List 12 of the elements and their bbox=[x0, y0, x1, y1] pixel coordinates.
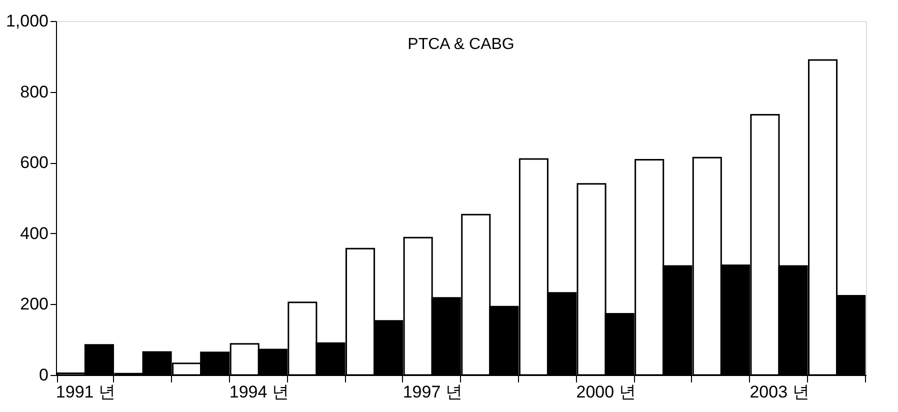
y-tick-label: 0 bbox=[39, 366, 48, 384]
x-tick-label: 2003 년 bbox=[750, 382, 810, 402]
y-tick-label: 200 bbox=[20, 294, 48, 314]
y-tick-label: 1,000 bbox=[6, 12, 48, 30]
x-tick-label: 1997 년 bbox=[402, 382, 462, 402]
text: PTCA & CABG bbox=[408, 36, 514, 53]
x-tick-label: 2000 년 bbox=[576, 382, 636, 402]
x-tick-label: 1994 년 bbox=[229, 382, 289, 402]
y-tick-label: 400 bbox=[20, 224, 48, 243]
y-tick-label: 600 bbox=[20, 153, 48, 172]
y-tick-label: 800 bbox=[20, 82, 48, 102]
x-tick-label: 1991 년 bbox=[56, 382, 116, 402]
